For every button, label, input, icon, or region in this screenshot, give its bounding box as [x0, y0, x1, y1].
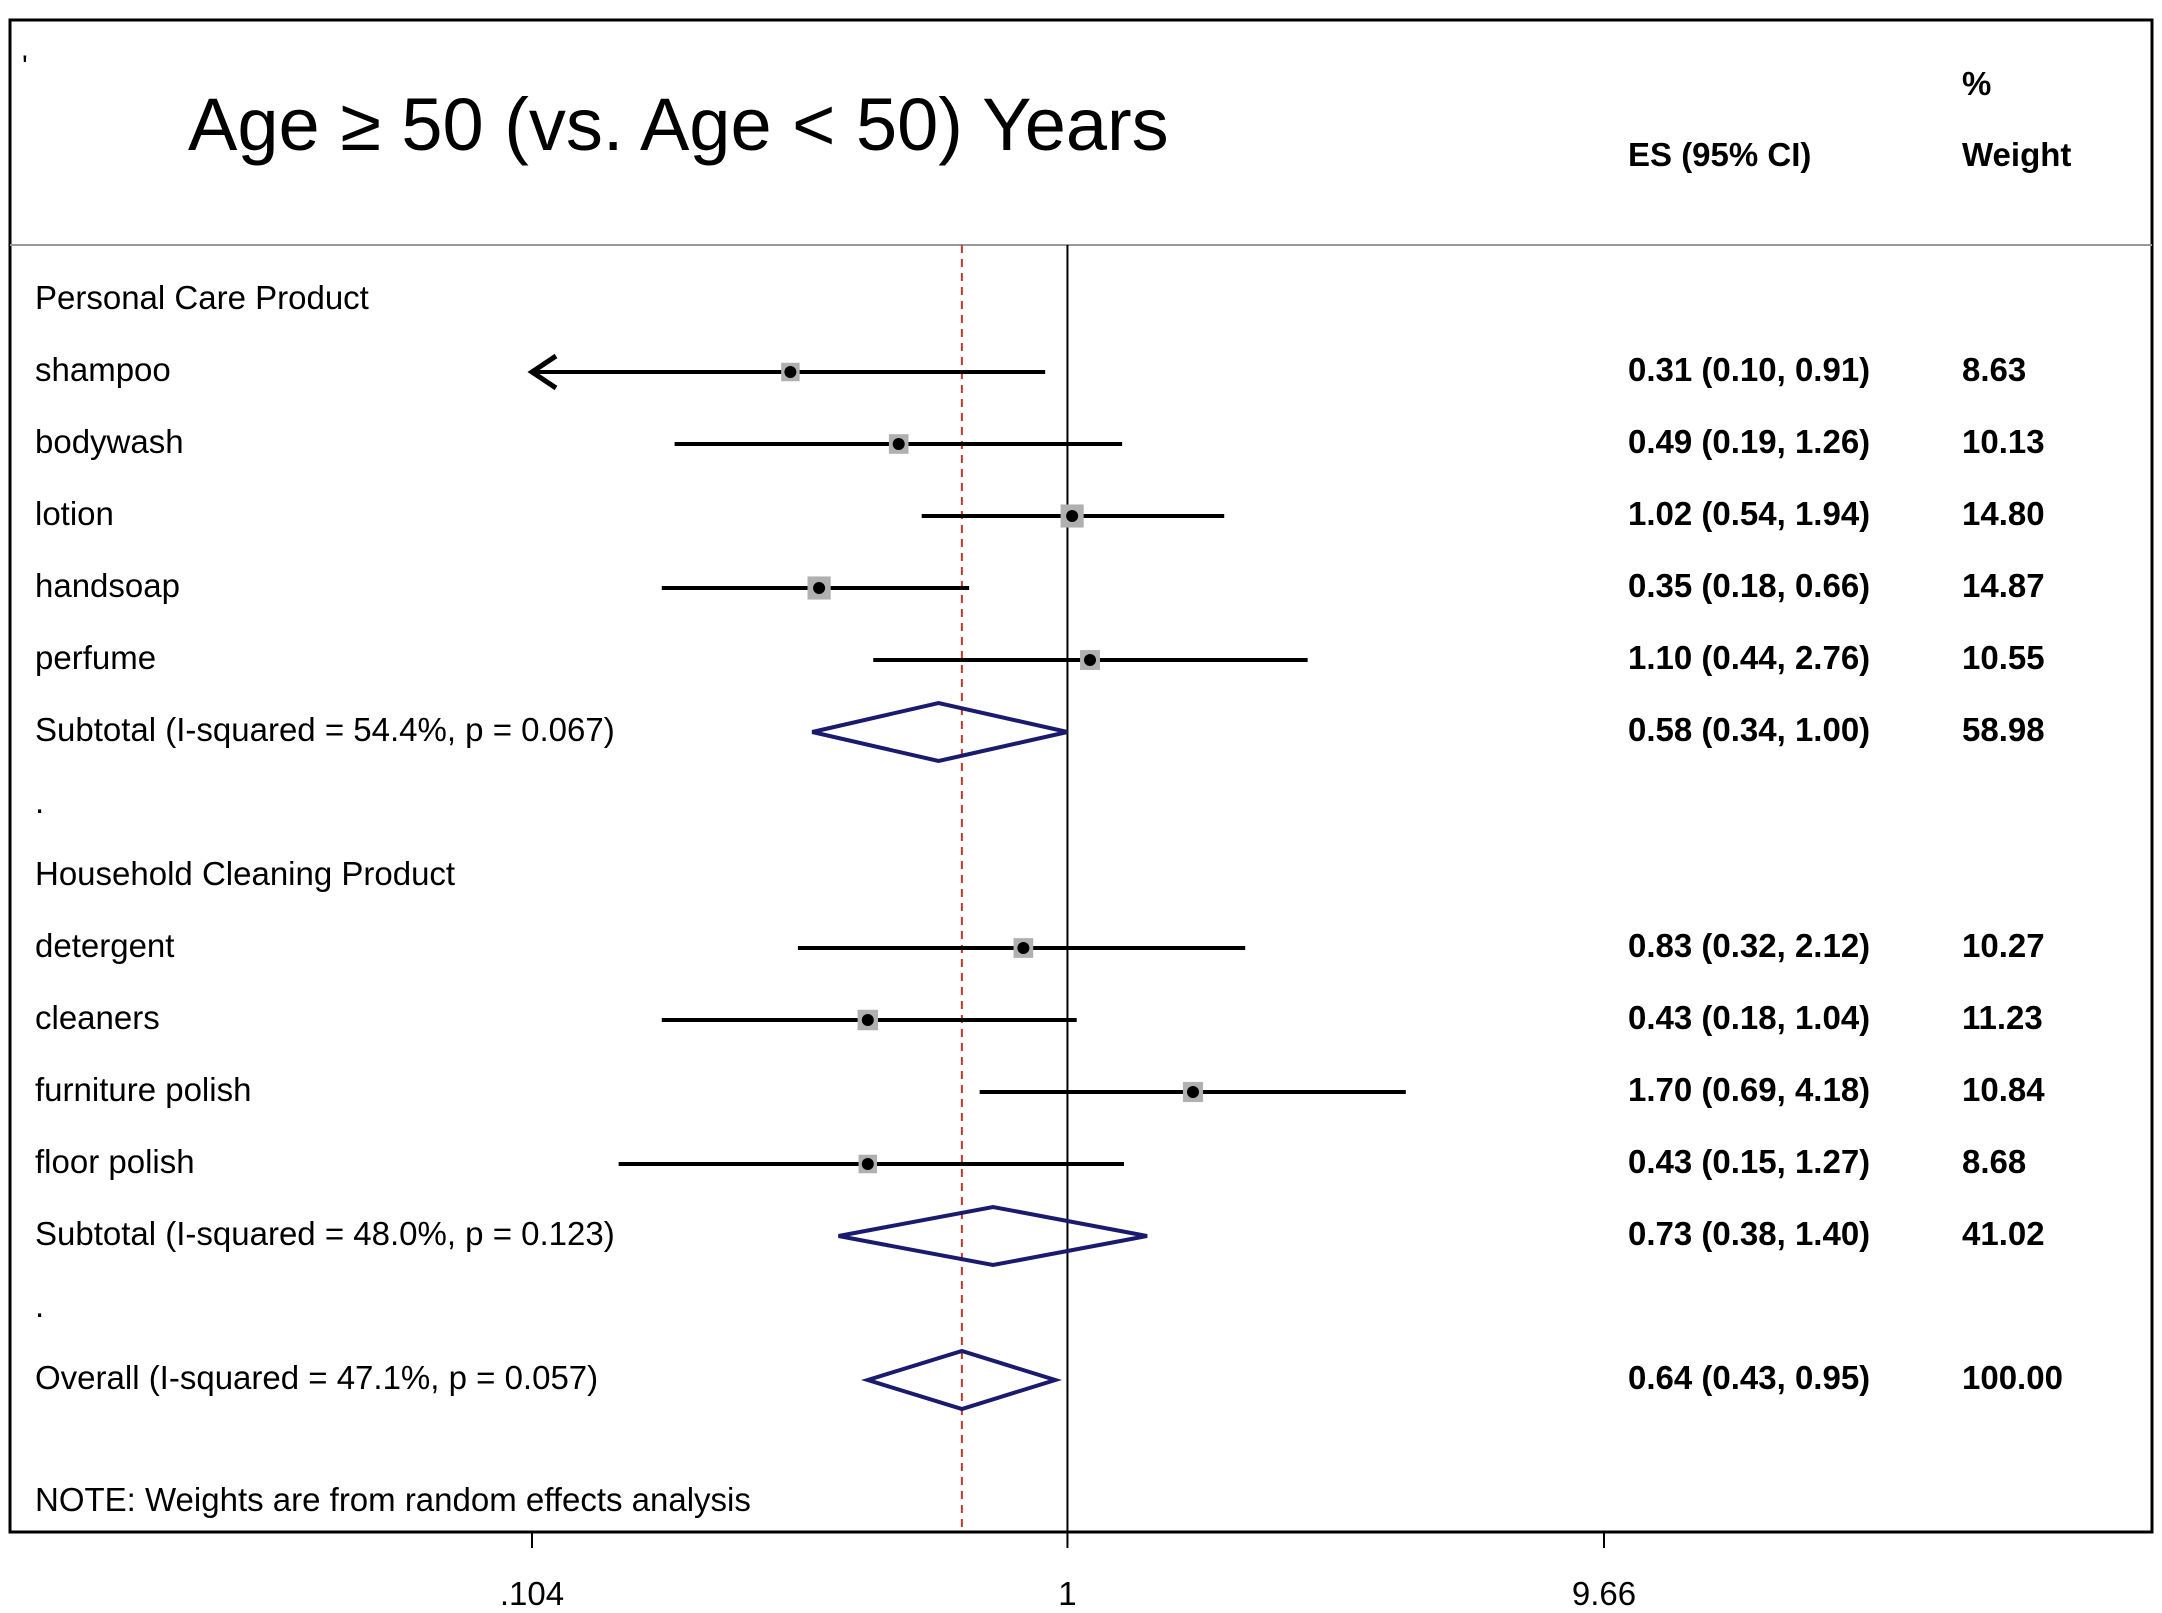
- study-label-furniture-polish: furniture polish: [35, 1071, 252, 1108]
- point-estimate-shampoo: [784, 366, 797, 378]
- subtotal-13-weight: 41.02: [1962, 1215, 2045, 1252]
- es-ci-detergent: 0.83 (0.32, 2.12): [1628, 927, 1871, 964]
- es-ci-handsoap: 0.35 (0.18, 0.66): [1628, 567, 1871, 604]
- point-estimate-furniture-polish: [1186, 1086, 1199, 1098]
- weight-cleaners: 11.23: [1962, 999, 2043, 1036]
- weight-shampoo: 8.63: [1962, 351, 2027, 388]
- x-tick-label-9p66: 9.66: [1571, 1575, 1637, 1612]
- subtotal-13-diamond: [838, 1204, 1148, 1268]
- study-label-bodywash: bodywash: [35, 423, 184, 460]
- weight-floor-polish: 8.68: [1962, 1143, 2027, 1180]
- es-ci-perfume: 1.10 (0.44, 2.76): [1628, 639, 1871, 676]
- study-label-detergent: detergent: [35, 927, 175, 964]
- es-ci-cleaners: 0.43 (0.18, 1.04): [1628, 999, 1871, 1036]
- weight-bodywash: 10.13: [1962, 423, 2045, 460]
- spacer-dot: .: [35, 783, 45, 820]
- group-label-personal-care-product: Personal Care Product: [35, 279, 369, 316]
- weight-detergent: 10.27: [1962, 927, 2045, 964]
- x-tick-label-1: 1: [1058, 1575, 1077, 1612]
- subtotal-6-weight: 58.98: [1962, 711, 2045, 748]
- point-estimate-bodywash: [892, 438, 905, 450]
- weight-column-header: Weight: [1962, 136, 2072, 173]
- point-estimate-cleaners: [861, 1014, 874, 1026]
- es-ci-floor-polish: 0.43 (0.15, 1.27): [1628, 1143, 1871, 1180]
- chart-title: Age ≥ 50 (vs. Age < 50) Years: [188, 83, 1169, 166]
- point-estimate-handsoap: [813, 582, 826, 594]
- subtotal-13-es-ci: 0.73 (0.38, 1.40): [1628, 1215, 1871, 1252]
- point-estimate-lotion: [1066, 510, 1079, 522]
- study-label-cleaners: cleaners: [35, 999, 160, 1036]
- point-estimate-detergent: [1017, 942, 1030, 954]
- study-label-shampoo: shampoo: [35, 351, 171, 388]
- ci-arrow-shampoo: [527, 353, 558, 391]
- point-estimate-perfume: [1084, 654, 1097, 666]
- study-label-handsoap: handsoap: [35, 567, 180, 604]
- group-label-household-cleaning-product: Household Cleaning Product: [35, 855, 456, 892]
- point-estimate-floor-polish: [861, 1158, 874, 1170]
- study-label-perfume: perfume: [35, 639, 157, 676]
- subtotal-6-label: Subtotal (I-squared = 54.4%, p = 0.067): [35, 711, 615, 748]
- study-label-lotion: lotion: [35, 495, 114, 532]
- es-ci-bodywash: 0.49 (0.19, 1.26): [1628, 423, 1871, 460]
- weight-perfume: 10.55: [1962, 639, 2045, 676]
- subtotal-13-label: Subtotal (I-squared = 48.0%, p = 0.123): [35, 1215, 615, 1252]
- weight-furniture-polish: 10.84: [1962, 1071, 2045, 1108]
- es-ci-furniture-polish: 1.70 (0.69, 4.18): [1628, 1071, 1871, 1108]
- corner-mark: ': [22, 50, 28, 83]
- subtotal-6-es-ci: 0.58 (0.34, 1.00): [1628, 711, 1871, 748]
- overall-weight: 100.00: [1962, 1359, 2063, 1396]
- spacer-dot: .: [35, 1287, 45, 1324]
- es-ci-shampoo: 0.31 (0.10, 0.91): [1628, 351, 1871, 388]
- overall-label: Overall (I-squared = 47.1%, p = 0.057): [35, 1359, 599, 1396]
- weight-header-top: %: [1962, 65, 1992, 102]
- es-column-header: ES (95% CI): [1628, 136, 1812, 173]
- weight-handsoap: 14.87: [1962, 567, 2045, 604]
- es-ci-lotion: 1.02 (0.54, 1.94): [1628, 495, 1871, 532]
- x-tick-label-p104: .104: [499, 1575, 565, 1612]
- weight-lotion: 14.80: [1962, 495, 2045, 532]
- footnote: NOTE: Weights are from random effects an…: [35, 1481, 751, 1518]
- study-label-floor-polish: floor polish: [35, 1143, 195, 1180]
- overall-es-ci: 0.64 (0.43, 0.95): [1628, 1359, 1871, 1396]
- plot-frame: [8, 18, 2154, 1534]
- subtotal-6-diamond: [811, 700, 1068, 764]
- overall-diamond: [861, 1348, 1063, 1412]
